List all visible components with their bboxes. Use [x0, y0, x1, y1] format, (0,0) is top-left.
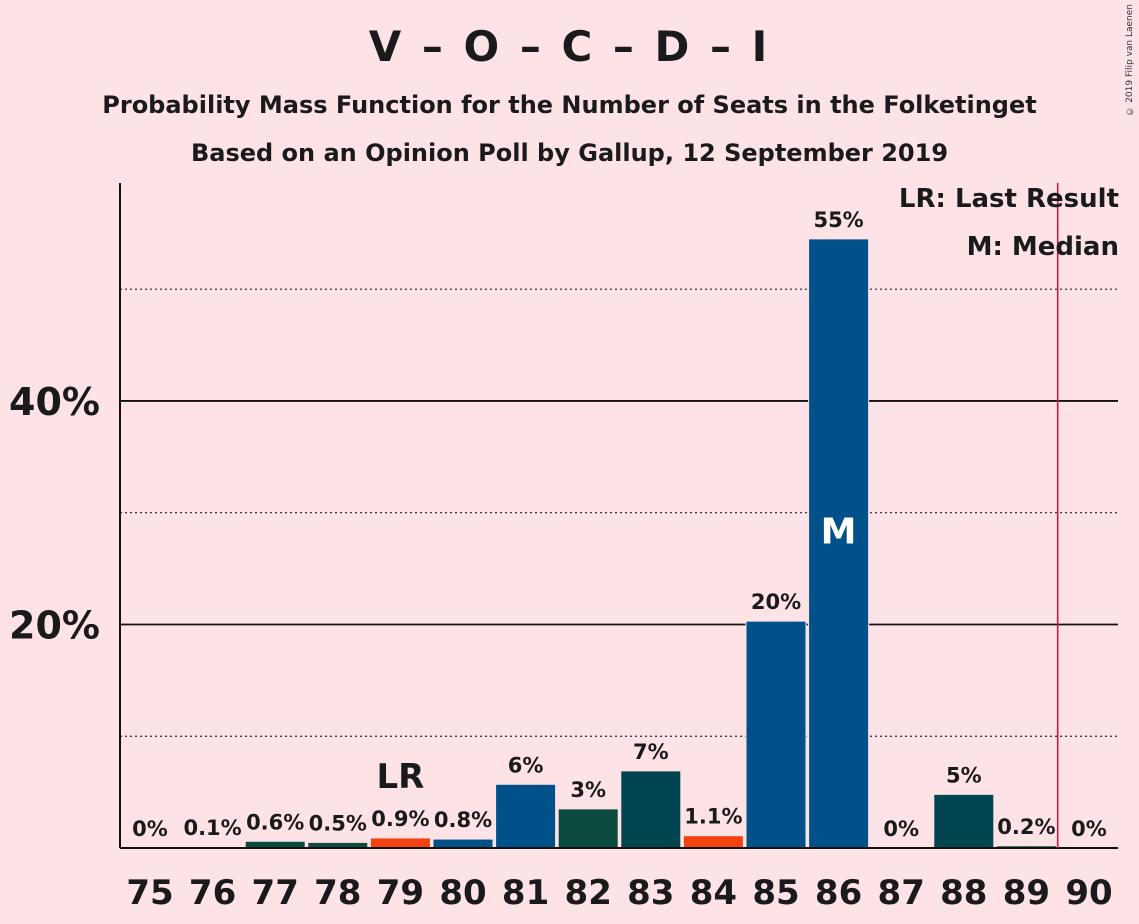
data-label-85: 20%: [751, 590, 801, 614]
y-tick-label: 40%: [9, 380, 100, 424]
chart-subtitle: Probability Mass Function for the Number…: [102, 91, 1037, 119]
data-label-76: 0.1%: [183, 816, 241, 840]
bar-83: [620, 770, 682, 849]
median-marker: M: [821, 511, 857, 552]
x-tick-label-84: 84: [690, 873, 737, 913]
bar-88: [933, 793, 995, 849]
x-tick-label-82: 82: [565, 873, 612, 913]
x-tick-label-87: 87: [878, 873, 925, 913]
data-label-75: 0%: [132, 817, 168, 841]
y-tick-label: 20%: [9, 603, 100, 647]
data-label-77: 0.6%: [246, 810, 304, 834]
data-label-81: 6%: [508, 753, 544, 777]
bar-85: [745, 620, 807, 849]
data-label-89: 0.2%: [997, 815, 1055, 839]
x-tick-label-75: 75: [126, 873, 173, 913]
bar-77: [244, 840, 306, 849]
x-tick-label-90: 90: [1065, 873, 1112, 913]
x-tick-label-88: 88: [940, 873, 987, 913]
chart-subtitle-2: Based on an Opinion Poll by Gallup, 12 S…: [190, 139, 949, 167]
x-tick-label-76: 76: [189, 873, 236, 913]
bar-79: [369, 837, 431, 849]
x-tick-label-79: 79: [377, 873, 424, 913]
last-result-marker: LR: [376, 757, 424, 797]
data-label-90: 0%: [1071, 817, 1107, 841]
x-tick-label-86: 86: [815, 873, 862, 913]
x-tick-label-81: 81: [502, 873, 549, 913]
data-label-86: 55%: [813, 208, 863, 232]
chart-title: V – O – C – D – I: [368, 22, 771, 71]
data-label-79: 0.9%: [371, 807, 429, 831]
bar-86: [808, 238, 870, 849]
legend-median: M: Median: [966, 232, 1119, 262]
legend-last-result: LR: Last Result: [898, 184, 1119, 214]
bar-84: [682, 835, 744, 849]
data-label-87: 0%: [883, 817, 919, 841]
x-tick-label-83: 83: [627, 873, 674, 913]
x-tick-label-89: 89: [1003, 873, 1050, 913]
data-label-82: 3%: [570, 778, 606, 802]
x-tick-label-80: 80: [439, 873, 486, 913]
bar-80: [432, 838, 494, 849]
data-label-88: 5%: [946, 763, 982, 787]
x-tick-label-77: 77: [252, 873, 299, 913]
data-label-78: 0.5%: [309, 811, 367, 835]
bar-81: [495, 783, 557, 849]
data-label-83: 7%: [633, 740, 669, 764]
bar-82: [557, 808, 619, 849]
x-tick-label-85: 85: [752, 873, 799, 913]
data-label-80: 0.8%: [434, 808, 492, 832]
x-tick-label-78: 78: [314, 873, 361, 913]
data-label-84: 1.1%: [684, 805, 742, 829]
